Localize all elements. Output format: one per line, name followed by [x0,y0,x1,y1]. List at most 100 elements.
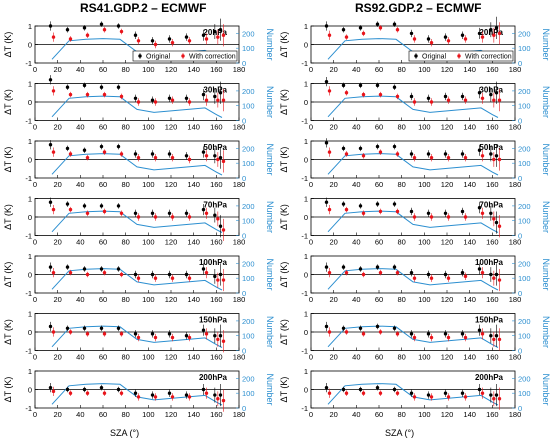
correction-point [395,209,400,214]
correction-point [119,152,124,156]
original-point [167,96,172,101]
correction-point [446,98,451,102]
right-tick-label: 100 [518,274,531,283]
correction-point [446,39,451,43]
original-point [218,224,223,228]
correction-point [85,155,90,160]
left-y-axis-label: ΔT (K) [279,262,289,288]
right-tick-label: 200 [242,202,255,211]
original-point [213,334,217,338]
original-point [213,393,217,397]
x-tick-label: 0 [33,238,37,247]
original-point [201,328,206,332]
right-tick-label: 200 [518,259,531,268]
left-tick-label: 1 [28,252,32,261]
right-y-axis-label: Number [265,143,275,175]
left-tick-label: -1 [25,289,32,298]
x-tick-label: 180 [509,353,522,362]
correction-point [395,270,400,275]
right-tick-label: 200 [242,144,255,153]
original-point [150,39,155,43]
original-point [48,324,53,329]
original-point [150,98,155,102]
correction-point [429,155,434,160]
original-point [460,152,465,156]
x-tick-label: 160 [210,295,223,304]
correction-point [68,207,73,212]
correction-point [68,37,73,41]
left-tick-label: 1 [304,367,308,376]
correction-point [480,332,485,336]
correction-point [463,215,468,219]
correction-point [119,272,124,277]
correction-point [153,155,158,160]
original-point [324,141,329,145]
correction-point [119,332,124,336]
original-point [494,334,499,338]
original-point [460,332,465,336]
correction-point [170,276,175,280]
original-point [48,265,53,269]
correction-point [446,395,451,399]
left-tick-label: 1 [28,22,32,31]
x-tick-label: 60 [99,65,107,74]
correction-point [51,330,56,334]
correction-point [102,391,107,395]
left-y-axis-label: ΔT (K) [279,204,289,230]
correction-point [446,335,451,340]
x-tick-label: 140 [187,353,200,362]
correction-point [51,89,56,93]
x-tick-label: 40 [76,410,84,419]
original-point [99,385,104,390]
left-y-axis-label: ΔT (K) [279,147,289,173]
original-point [65,85,70,89]
original-point [48,200,53,204]
right-tick-label: 200 [518,87,531,96]
left-tick-label: 0 [28,328,32,337]
x-tick-label: 0 [309,353,313,362]
x-tick-label: 140 [463,353,476,362]
correction-point [361,272,366,277]
x-tick-label: 100 [142,410,155,419]
right-tick-label: 0 [518,347,522,356]
correction-point [216,217,220,221]
correction-point [327,33,332,37]
left-tick-label: -1 [25,404,32,413]
right-tick-label: 200 [242,374,255,383]
original-point [494,26,499,30]
original-point [358,83,363,88]
correction-point [204,391,209,395]
x-tick-label: 100 [142,65,155,74]
left-tick-label: 1 [304,137,308,146]
right-tick-label: 100 [242,389,255,398]
original-point [150,272,155,277]
correction-point [119,94,124,99]
correction-point [344,152,349,156]
original-point [375,22,380,26]
x-tick-label: 180 [509,180,522,189]
correction-point [68,92,73,97]
original-point [167,391,172,395]
correction-point [51,270,56,275]
x-tick-label: 180 [509,65,522,74]
original-point [82,83,87,88]
left-tick-label: 0 [304,386,308,395]
correction-point [136,215,141,219]
x-tick-label: 120 [441,238,454,247]
original-point [443,35,448,39]
correction-point [216,337,220,342]
left-tick-label: 1 [28,195,32,204]
correction-point [361,154,366,158]
correction-point [395,28,400,32]
level-label: 70hPa [479,201,503,210]
right-tick-label: 100 [518,159,531,168]
x-tick-label: 20 [329,353,337,362]
correction-point [136,100,141,104]
x-tick-label: 120 [165,410,178,419]
x-tick-label: 20 [329,123,337,132]
left-tick-label: 1 [304,252,308,261]
original-point [426,37,431,41]
original-point [82,326,87,330]
